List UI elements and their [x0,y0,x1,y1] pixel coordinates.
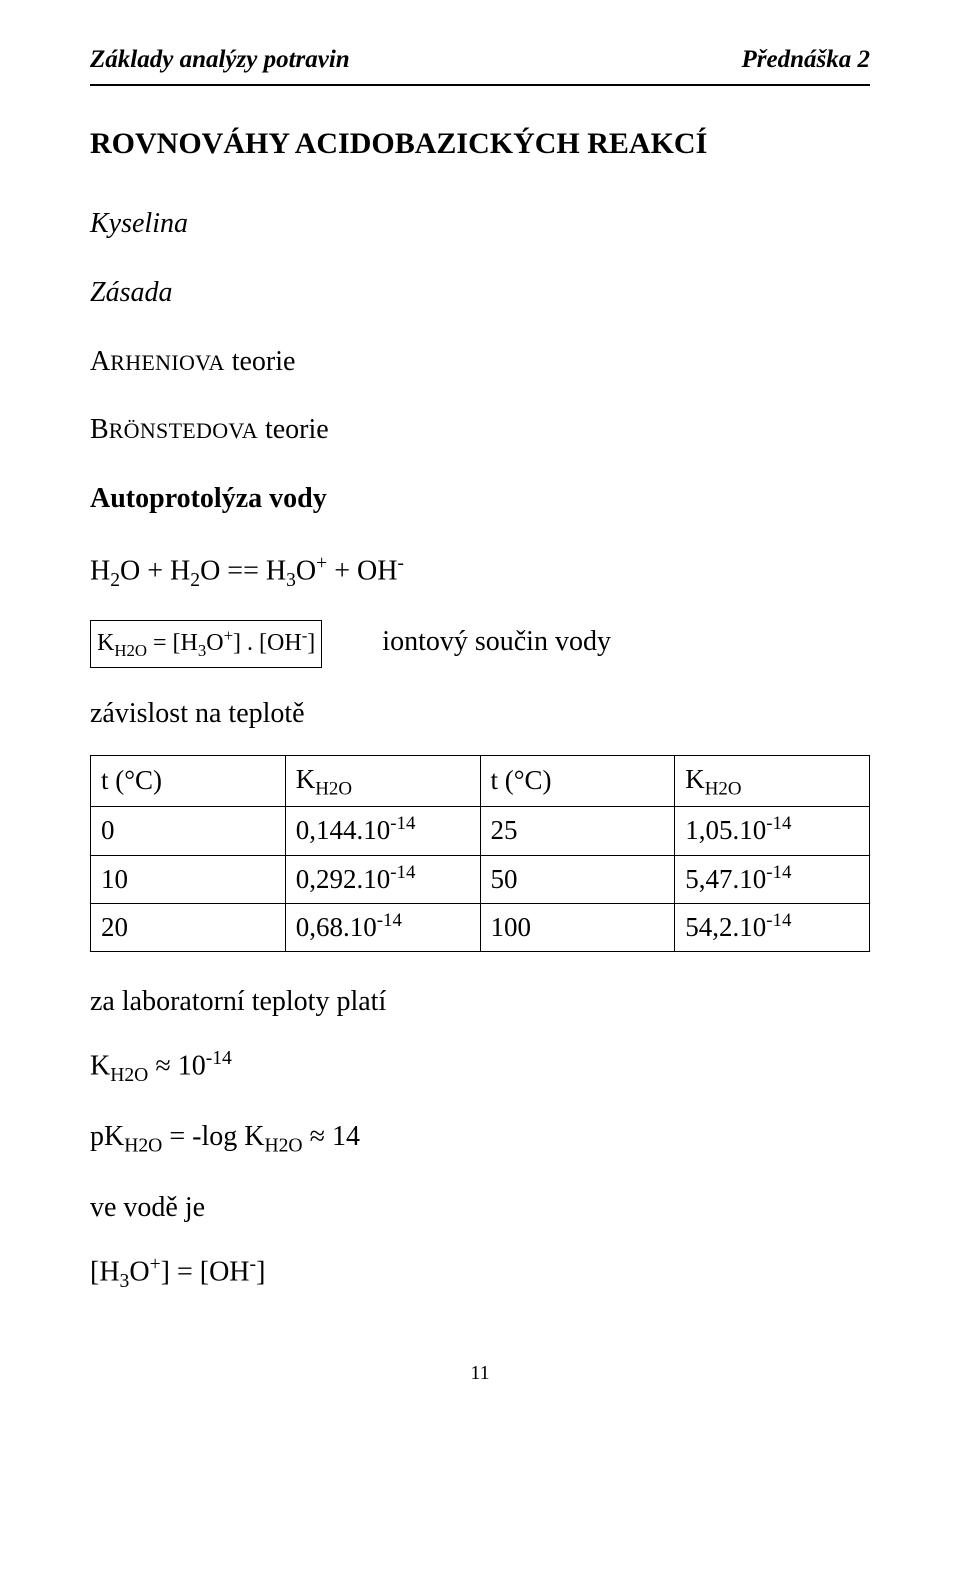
kal-k: K [90,1050,110,1081]
kal-sub: H2O [110,1065,148,1086]
th-c2: KH2O [285,755,480,807]
td-r2c2: 0,68.10-14 [285,903,480,951]
box-end: ] [307,630,315,656]
k-h2o-box: KH2O = [H3O+] . [OH-] [90,620,322,668]
table-header-row: t (°C) KH2O t (°C) KH2O [91,755,870,807]
boxed-row: KH2O = [H3O+] . [OH-] iontový součin vod… [90,620,870,668]
bronstedova-tail: teorie [258,414,329,445]
pk-line: pKH2O = -log KH2O ≈ 14 [90,1115,870,1162]
td-r1c1: 10 [91,855,286,903]
td-r1c2-m: 0,292.10 [296,864,391,894]
conc-a: [H [90,1256,120,1287]
td-r0c2: 0,144.10-14 [285,807,480,855]
conc-d: ] [256,1256,265,1287]
td-r2c4-e: -14 [766,910,791,931]
k-h2o-table: t (°C) KH2O t (°C) KH2O 0 0,144.10-14 25… [90,755,870,952]
box-hsub: 3 [198,641,206,660]
eq1-sup2: - [397,553,404,574]
kyselina-line: Kyselina [90,202,870,247]
arheniova-cap: A [90,346,110,377]
table-row: 0 0,144.10-14 25 1,05.10-14 [91,807,870,855]
zasada-line: Zásada [90,271,870,316]
pk-p: pK [90,1121,124,1152]
td-r0c2-e: -14 [390,813,415,834]
th-c1-a: t (°C) [101,765,162,795]
td-r1c2-e: -14 [390,862,415,883]
conc-sub1: 3 [120,1271,130,1292]
header-left: Základy analýzy potravin [90,40,350,80]
concentration-line: [H3O+] = [OH-] [90,1249,870,1297]
arheniova-line: ARHENIOVA teorie [90,340,870,385]
eq1-s1: 2 [110,570,120,591]
k-approx-line: KH2O ≈ 10-14 [90,1043,870,1091]
th-c4-a: K [685,764,705,794]
bronstedova-line: BRÖNSTEDOVA teorie [90,408,870,453]
pk-eq: = -log K [162,1121,264,1152]
arheniova-tail: teorie [225,346,296,377]
eq1-s3: 3 [286,570,296,591]
td-r2c4-m: 54,2.10 [685,912,766,942]
td-r1c4-m: 5,47.10 [685,864,766,894]
th-c3: t (°C) [480,755,675,807]
table-row: 10 0,292.10-14 50 5,47.10-14 [91,855,870,903]
td-r2c3: 100 [480,903,675,951]
eq1-p5: + OH [327,555,397,586]
conc-b: O [129,1256,149,1287]
td-r1c4: 5,47.10-14 [675,855,870,903]
bronstedova-sc: RÖNSTEDOVA [109,418,258,443]
td-r1c3: 50 [480,855,675,903]
th-c4-sub: H2O [705,778,742,799]
td-r0c1: 0 [91,807,286,855]
box-mid2: O [206,630,223,656]
td-r2c2-m: 0,68.10 [296,912,377,942]
td-r2c1: 20 [91,903,286,951]
td-r0c4-e: -14 [766,813,791,834]
ve-vode-line: ve vodě je [90,1186,870,1231]
box-mid3: ] . [OH [233,630,302,656]
page-title: ROVNOVÁHY ACIDOBAZICKÝCH REAKCÍ [90,120,870,168]
page-number: 11 [90,1357,870,1389]
box-ksub: H2O [114,641,147,660]
autoprotolysis-heading: Autoprotolýza vody [90,477,870,522]
td-r2c4: 54,2.10-14 [675,903,870,951]
lab-temp-line: za laboratorní teploty platí [90,980,870,1025]
arheniova-sc: RHENIOVA [110,350,224,375]
table-row: 20 0,68.10-14 100 54,2.10-14 [91,903,870,951]
iontovy-desc: iontový součin vody [382,620,611,665]
pk-approx: ≈ 14 [303,1121,360,1152]
th-c3-a: t (°C) [491,765,552,795]
eq1-p3: O == H [200,555,286,586]
td-r0c4-m: 1,05.10 [685,815,766,845]
td-r1c4-e: -14 [766,862,791,883]
pk-sub: H2O [124,1136,162,1157]
th-c1: t (°C) [91,755,286,807]
eq-autoprotolysis: H2O + H2O == H3O+ + OH- [90,548,870,596]
header-rule [90,84,870,86]
td-r2c2-e: -14 [377,910,402,931]
td-r1c2: 0,292.10-14 [285,855,480,903]
conc-c: ] = [OH [161,1256,250,1287]
conc-sup1: + [150,1254,161,1275]
box-mid: = [H [147,630,198,656]
eq1-s2: 2 [190,570,200,591]
td-r0c4: 1,05.10-14 [675,807,870,855]
kal-exp: -14 [206,1048,232,1069]
td-r0c3: 25 [480,807,675,855]
eq1-p1: H [90,555,110,586]
td-r0c2-m: 0,144.10 [296,815,391,845]
box-k: K [97,630,114,656]
pk-sub2: H2O [264,1136,302,1157]
kal-approx: ≈ 10 [148,1050,205,1081]
header-right: Přednáška 2 [742,40,870,80]
th-c2-sub: H2O [315,778,352,799]
eq1-p4: O [296,555,316,586]
bronstedova-cap: B [90,414,109,445]
th-c2-a: K [296,764,316,794]
box-hsup: + [224,626,233,645]
doc-header: Základy analýzy potravin Přednáška 2 [90,40,870,80]
dependence-line: závislost na teplotě [90,692,870,737]
eq1-p2: O + H [120,555,190,586]
th-c4: KH2O [675,755,870,807]
eq1-sup1: + [316,553,327,574]
